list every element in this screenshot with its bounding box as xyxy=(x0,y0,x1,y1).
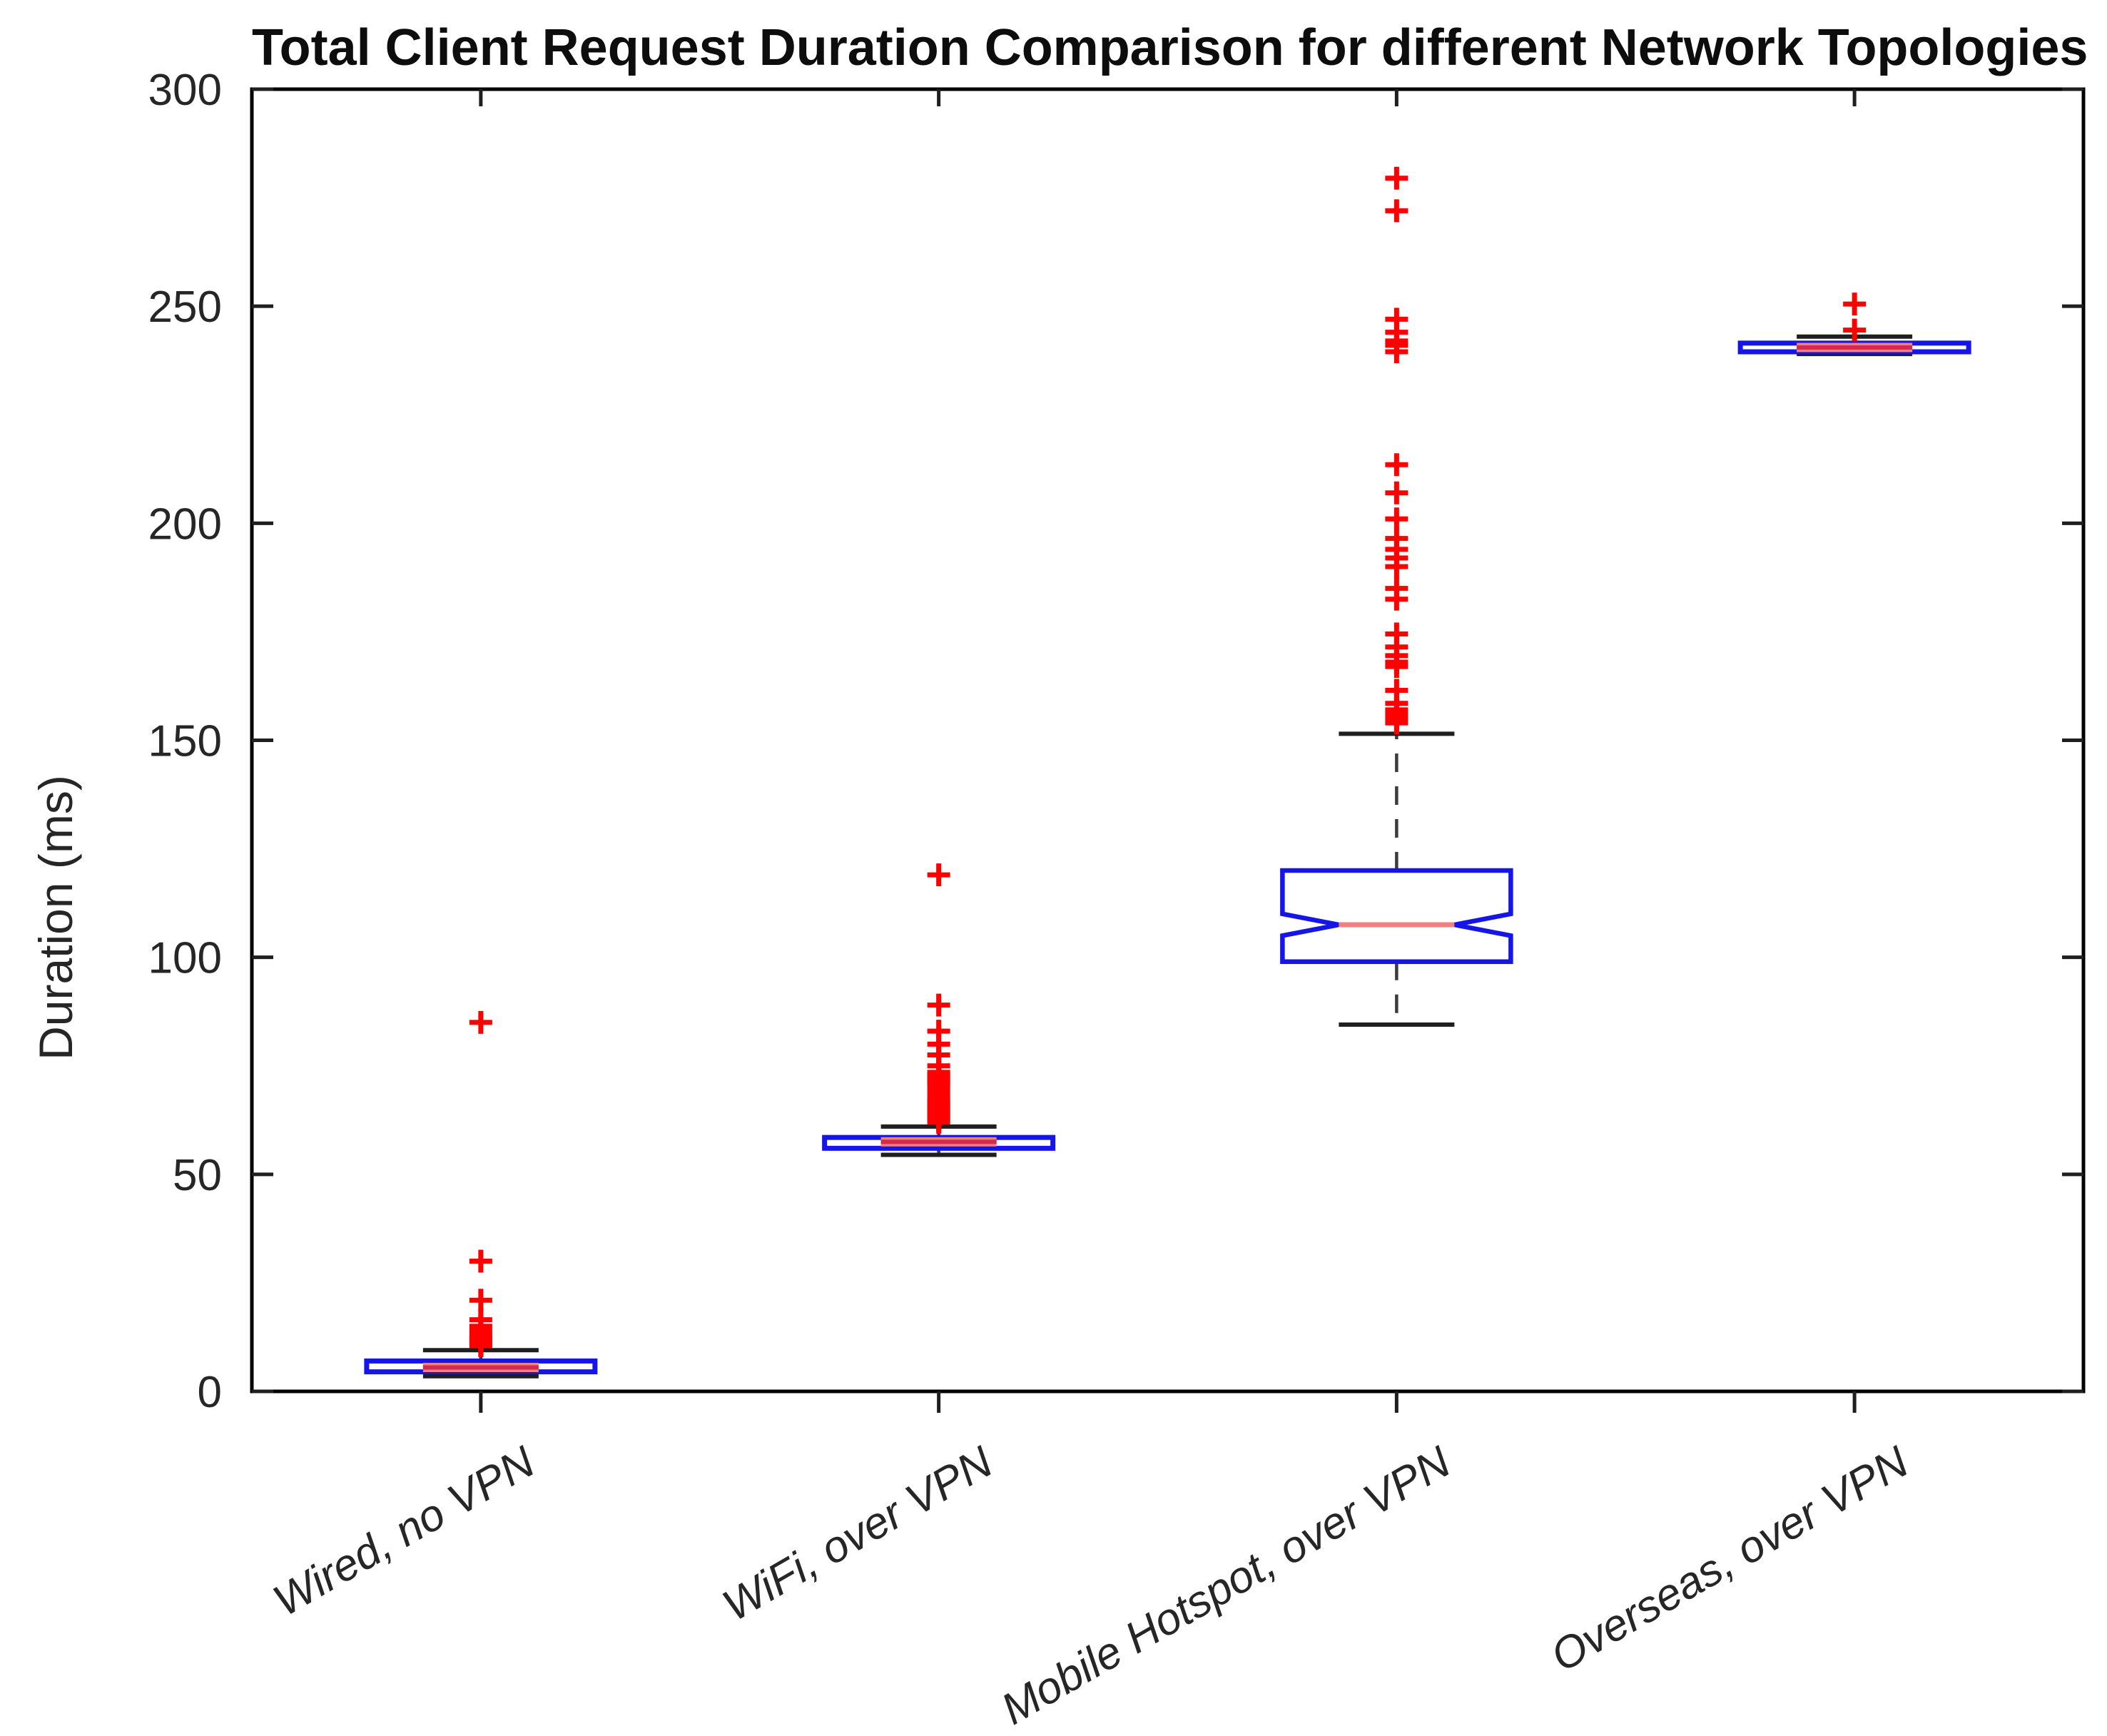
category-label-wifi-over-vpn: WiFi, over VPN xyxy=(715,1437,1001,1630)
chart-title: Total Client Request Duration Comparison… xyxy=(252,19,2088,76)
axes-box xyxy=(250,87,2086,1394)
y-tick-label-100: 100 xyxy=(148,934,222,983)
y-tick-label-200: 200 xyxy=(148,499,222,549)
category-label-wired-no-vpn: Wired, no VPN xyxy=(265,1437,543,1626)
y-tick-label-250: 250 xyxy=(148,283,222,332)
category-label-overseas-over-vpn: Overseas, over VPN xyxy=(1543,1437,1916,1681)
y-tick-label-50: 50 xyxy=(173,1151,222,1200)
y-tick-label-150: 150 xyxy=(148,717,222,766)
box-mobile-hotspot-over-vpn xyxy=(1280,868,1513,964)
y-tick-label-300: 300 xyxy=(148,66,222,115)
category-label-mobile-hotspot-over-vpn: Mobile Hotspot, over VPN xyxy=(993,1437,1458,1735)
y-tick-label-0: 0 xyxy=(198,1368,222,1417)
